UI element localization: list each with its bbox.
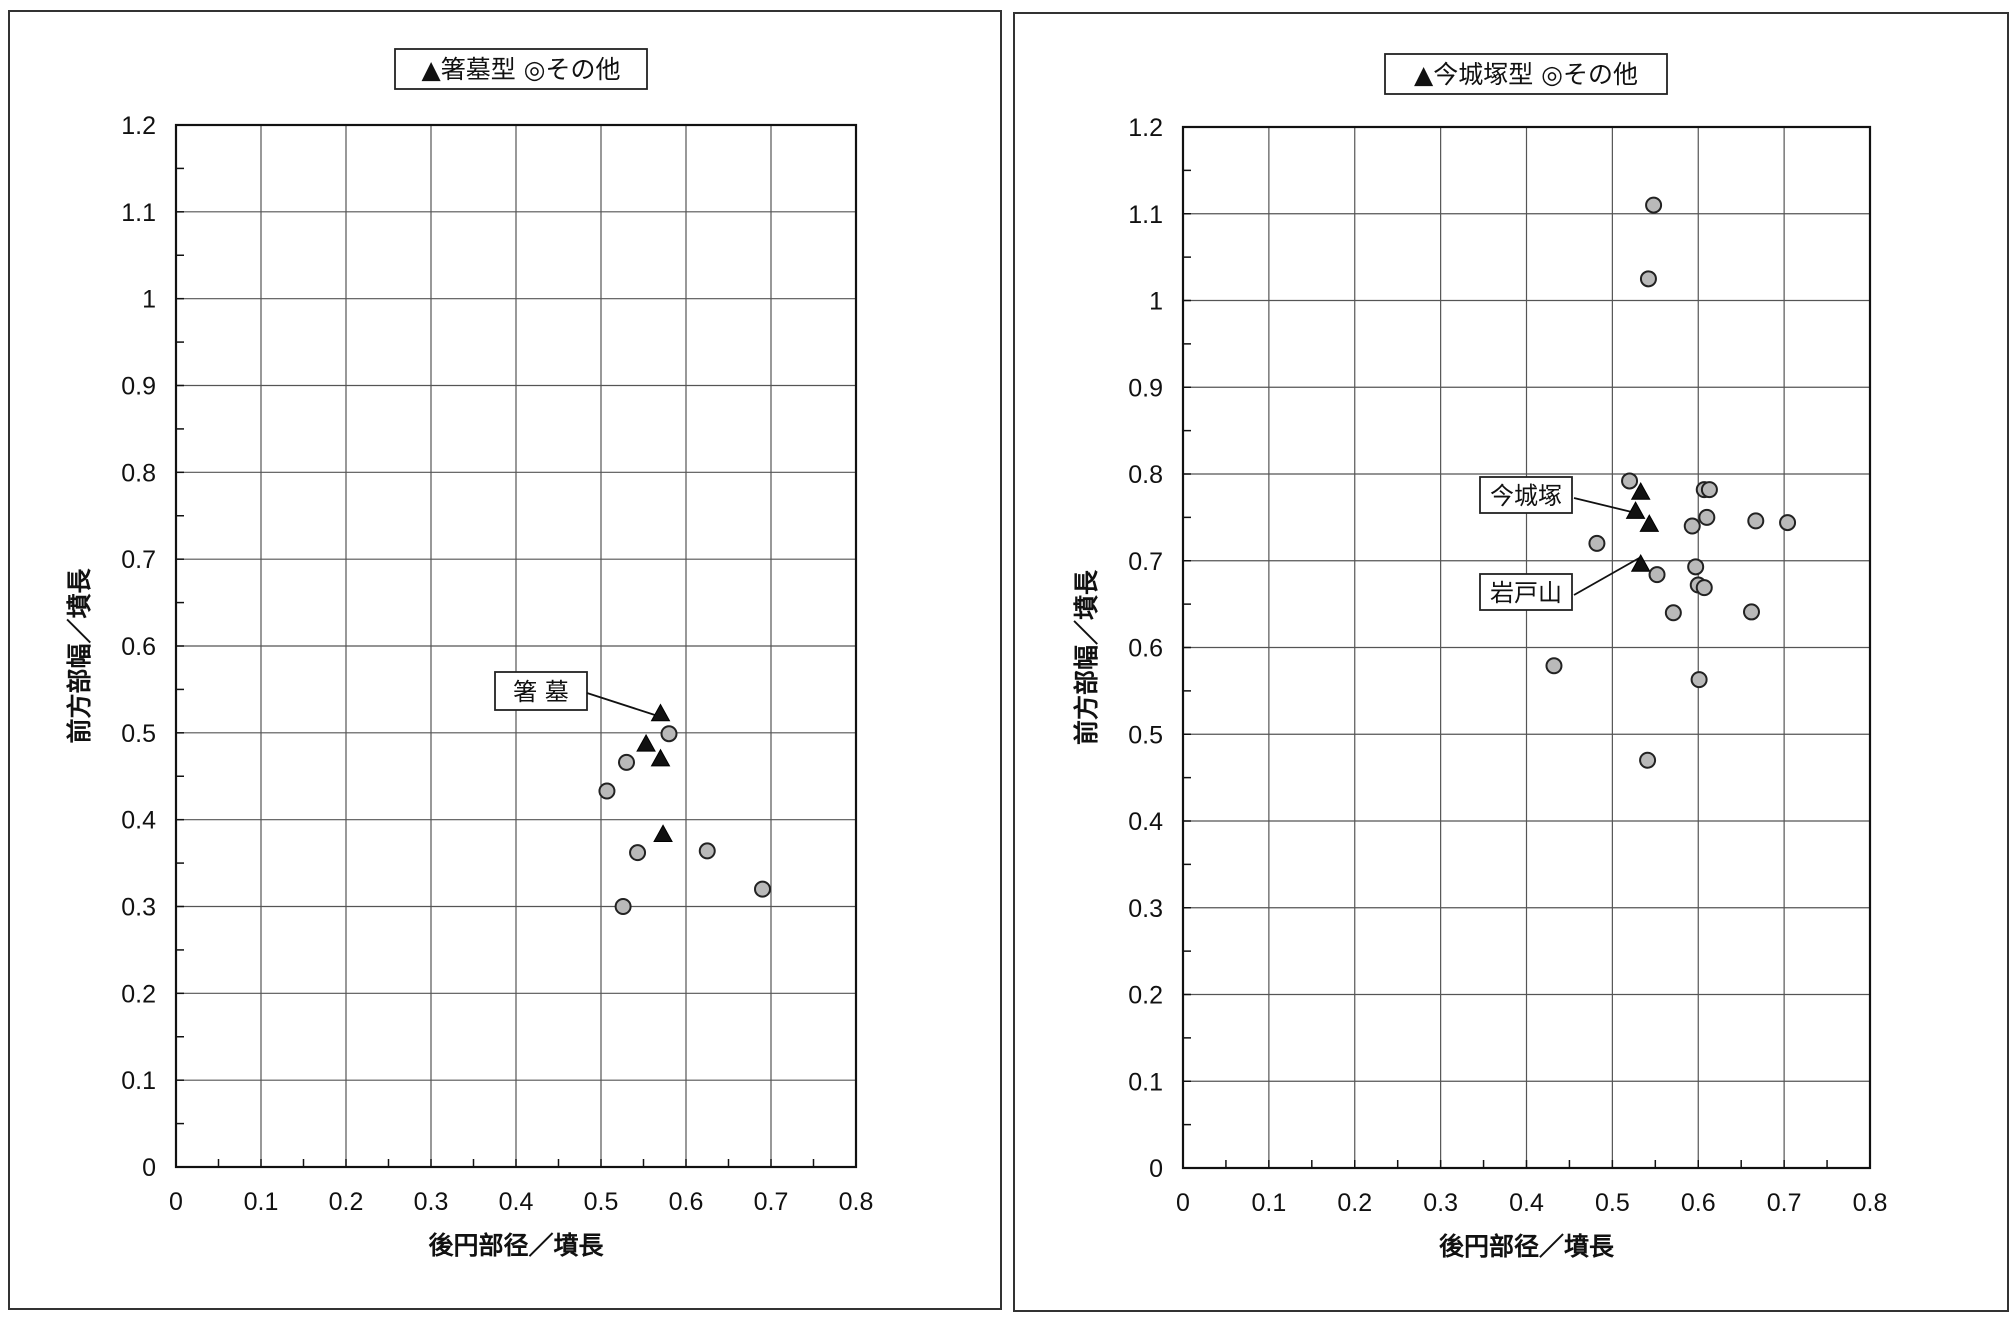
circle-point (1639, 751, 1657, 769)
circle-point (754, 880, 771, 898)
x-tick-label: 0.5 (584, 1188, 619, 1216)
legend-box (394, 48, 648, 90)
y-tick-label: 0.6 (1128, 635, 1163, 663)
y-tick-label: 0.3 (121, 894, 156, 922)
circle-point (1683, 517, 1701, 535)
y-tick-label: 0.8 (121, 459, 156, 487)
annotation-label: 岩戸山 (1490, 579, 1562, 607)
y-tick-label: 1.2 (121, 112, 156, 140)
scatter-chart-left: 0 0.1 0.2 0.3 0.4 0.5 0.6 0.7 0.8 0 0.1 0.2 0.3 0.4 0.… (65, 48, 874, 1260)
legend-box (1384, 53, 1668, 95)
annotation-box (1479, 573, 1573, 611)
y-tick-label: 0.7 (121, 546, 156, 574)
triangle-point (1625, 501, 1646, 519)
annotation-leader-line (1573, 497, 1641, 515)
x-tick-label: 0.2 (329, 1188, 364, 1216)
x-tick-label: 0 (1176, 1189, 1190, 1217)
x-tick-label: 0.3 (1423, 1189, 1458, 1217)
y-tick-label: 0.4 (1128, 808, 1163, 836)
circle-point (1700, 481, 1718, 499)
legend-entries: ▲箸墓型 ◎その他 (422, 55, 621, 84)
triangle-point (1630, 482, 1651, 500)
x-tick-label: 0.4 (499, 1188, 534, 1216)
circle-point (1621, 472, 1639, 490)
triangle-point (636, 733, 656, 752)
circle-point (1545, 657, 1563, 675)
annotation-box (494, 671, 588, 711)
triangle-point (1630, 554, 1651, 572)
circle-point (1747, 512, 1765, 530)
x-tick-label: 0.8 (1853, 1189, 1888, 1217)
x-tick-label: 0.7 (1767, 1189, 1802, 1217)
y-tick-label: 0.5 (1128, 721, 1163, 749)
y-tick-label: 1.2 (1128, 114, 1163, 142)
y-tick-label: 0.7 (1128, 548, 1163, 576)
annotation-leader-line (586, 692, 659, 717)
circle-point (1687, 558, 1705, 576)
circle-point (1645, 196, 1663, 214)
scatter-chart-right: 0 0.1 0.2 0.3 0.4 0.5 0.6 0.7 0.8 0 0.1 0.2 0.3 0.4 0.… (1072, 53, 1888, 1261)
y-tick-label: 0.1 (121, 1067, 156, 1095)
x-tick-label: 0.6 (1681, 1189, 1716, 1217)
x-tick-label: 0.8 (839, 1188, 874, 1216)
circle-point (1588, 534, 1606, 552)
x-tick-label: 0.6 (669, 1188, 704, 1216)
annotation-label: 箸 墓 (513, 678, 569, 706)
circle-point (618, 753, 635, 771)
circle-point (629, 844, 647, 862)
y-tick-label: 0 (1149, 1155, 1163, 1183)
y-tick-label: 0.9 (1128, 374, 1163, 402)
circle-point (1742, 603, 1760, 621)
y-tick-label: 0.5 (121, 720, 156, 748)
circle-point (698, 842, 716, 860)
annotation-leader-line (1573, 556, 1642, 596)
circle-point (598, 782, 616, 800)
triangle-point (650, 703, 671, 722)
y-tick-label: 0.4 (121, 807, 156, 835)
triangle-point (1639, 514, 1660, 532)
y-tick-label: 0.3 (1128, 895, 1163, 923)
y-tick-label: 1 (142, 286, 156, 314)
y-tick-label: 1.1 (1128, 201, 1163, 229)
x-tick-label: 0.5 (1595, 1189, 1630, 1217)
annotation-box (1479, 476, 1573, 514)
x-tick-label: 0.1 (244, 1188, 279, 1216)
circle-point (1648, 566, 1666, 584)
triangle-point (650, 748, 671, 767)
y-tick-label: 0.8 (1128, 461, 1163, 489)
circle-point (1698, 508, 1716, 526)
chart-panel-right: 0 0.1 0.2 0.3 0.4 0.5 0.6 0.7 0.8 0 0.1 0.2 0.3 0.4 0.… (1013, 12, 2009, 1312)
y-axis-title: 前方部幅／墳長 (65, 568, 94, 744)
circle-point (1664, 604, 1682, 622)
y-tick-label: 1 (1149, 288, 1163, 316)
legend-entries: ▲今城塚型 ◎その他 (1414, 60, 1638, 89)
x-tick-label: 0.7 (754, 1188, 789, 1216)
circle-point (614, 898, 632, 915)
x-tick-label: 0.3 (414, 1188, 449, 1216)
chart-panel-left: 0 0.1 0.2 0.3 0.4 0.5 0.6 0.7 0.8 0 0.1 0.2 0.3 0.4 0.… (8, 10, 1002, 1310)
x-axis-title: 後円部径／墳長 (428, 1231, 604, 1260)
y-axis-title: 前方部幅／墳長 (1072, 569, 1101, 745)
x-tick-label: 0.4 (1509, 1189, 1544, 1217)
y-tick-label: 1.1 (121, 199, 156, 227)
circle-point (1779, 514, 1797, 532)
x-axis-title: 後円部径／墳長 (1439, 1232, 1615, 1261)
y-tick-label: 0.9 (121, 373, 156, 401)
y-tick-label: 0 (142, 1154, 156, 1182)
annotation-label: 今城塚 (1490, 482, 1562, 510)
x-tick-label: 0.2 (1337, 1189, 1372, 1217)
triangle-point (653, 824, 673, 842)
x-tick-label: 0 (169, 1188, 183, 1216)
y-tick-label: 0.6 (121, 633, 156, 661)
y-tick-label: 0.2 (1128, 982, 1163, 1010)
circle-point (660, 725, 678, 743)
y-tick-label: 0.2 (121, 980, 156, 1008)
x-tick-label: 0.1 (1251, 1189, 1286, 1217)
circle-point (1639, 270, 1657, 288)
y-tick-label: 0.1 (1128, 1068, 1163, 1096)
circle-point (1695, 579, 1713, 597)
circle-point (1690, 671, 1708, 689)
